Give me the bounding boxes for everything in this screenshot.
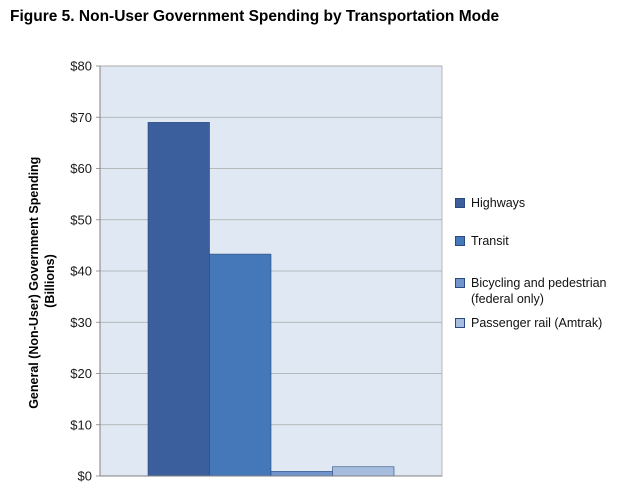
y-tick-label: $30	[70, 315, 92, 330]
bar-highways	[147, 122, 210, 477]
legend-label: Highways	[471, 196, 526, 210]
legend-swatch	[455, 278, 465, 288]
bars	[147, 122, 395, 477]
y-tick-label: $60	[70, 161, 92, 176]
y-tick-label: $10	[70, 417, 92, 432]
legend-item-transit: Transit	[455, 233, 620, 249]
y-tick-label: $80	[70, 59, 92, 74]
y-tick-label: $0	[78, 469, 92, 484]
legend-item-highways: Highways	[455, 195, 620, 211]
legend-label: Bicycling and pedestrian (federal only)	[471, 276, 607, 306]
legend-swatch	[455, 236, 465, 246]
y-axis-label: General (Non-User) Government Spending (…	[27, 153, 57, 409]
y-tick-label: $50	[70, 212, 92, 227]
y-tick-label: $20	[70, 366, 92, 381]
bar-passenger-rail-amtrak	[332, 466, 395, 477]
legend-item-passenger-rail: Passenger rail (Amtrak)	[455, 315, 620, 331]
legend-label: Transit	[471, 234, 509, 248]
y-tick-label: $40	[70, 264, 92, 279]
chart-title: Figure 5. Non-User Government Spending b…	[10, 8, 500, 25]
bar-bicycling-and-pedestrian-federal-only	[270, 471, 333, 477]
y-tick-labels: $0 $10 $20 $30 $40 $50 $60 $70 $80	[70, 59, 100, 484]
y-tick-label: $70	[70, 110, 92, 125]
legend-swatch	[455, 198, 465, 208]
bar-transit	[209, 253, 272, 477]
y-axis-label-line-1: General (Non-User) Government Spending	[27, 157, 41, 409]
legend-item-bicycling-pedestrian: Bicycling and pedestrian (federal only)	[455, 275, 620, 307]
y-axis-label-line-2: (Billions)	[43, 254, 57, 307]
legend-swatch	[455, 318, 465, 328]
legend-label: Passenger rail (Amtrak)	[471, 316, 603, 330]
